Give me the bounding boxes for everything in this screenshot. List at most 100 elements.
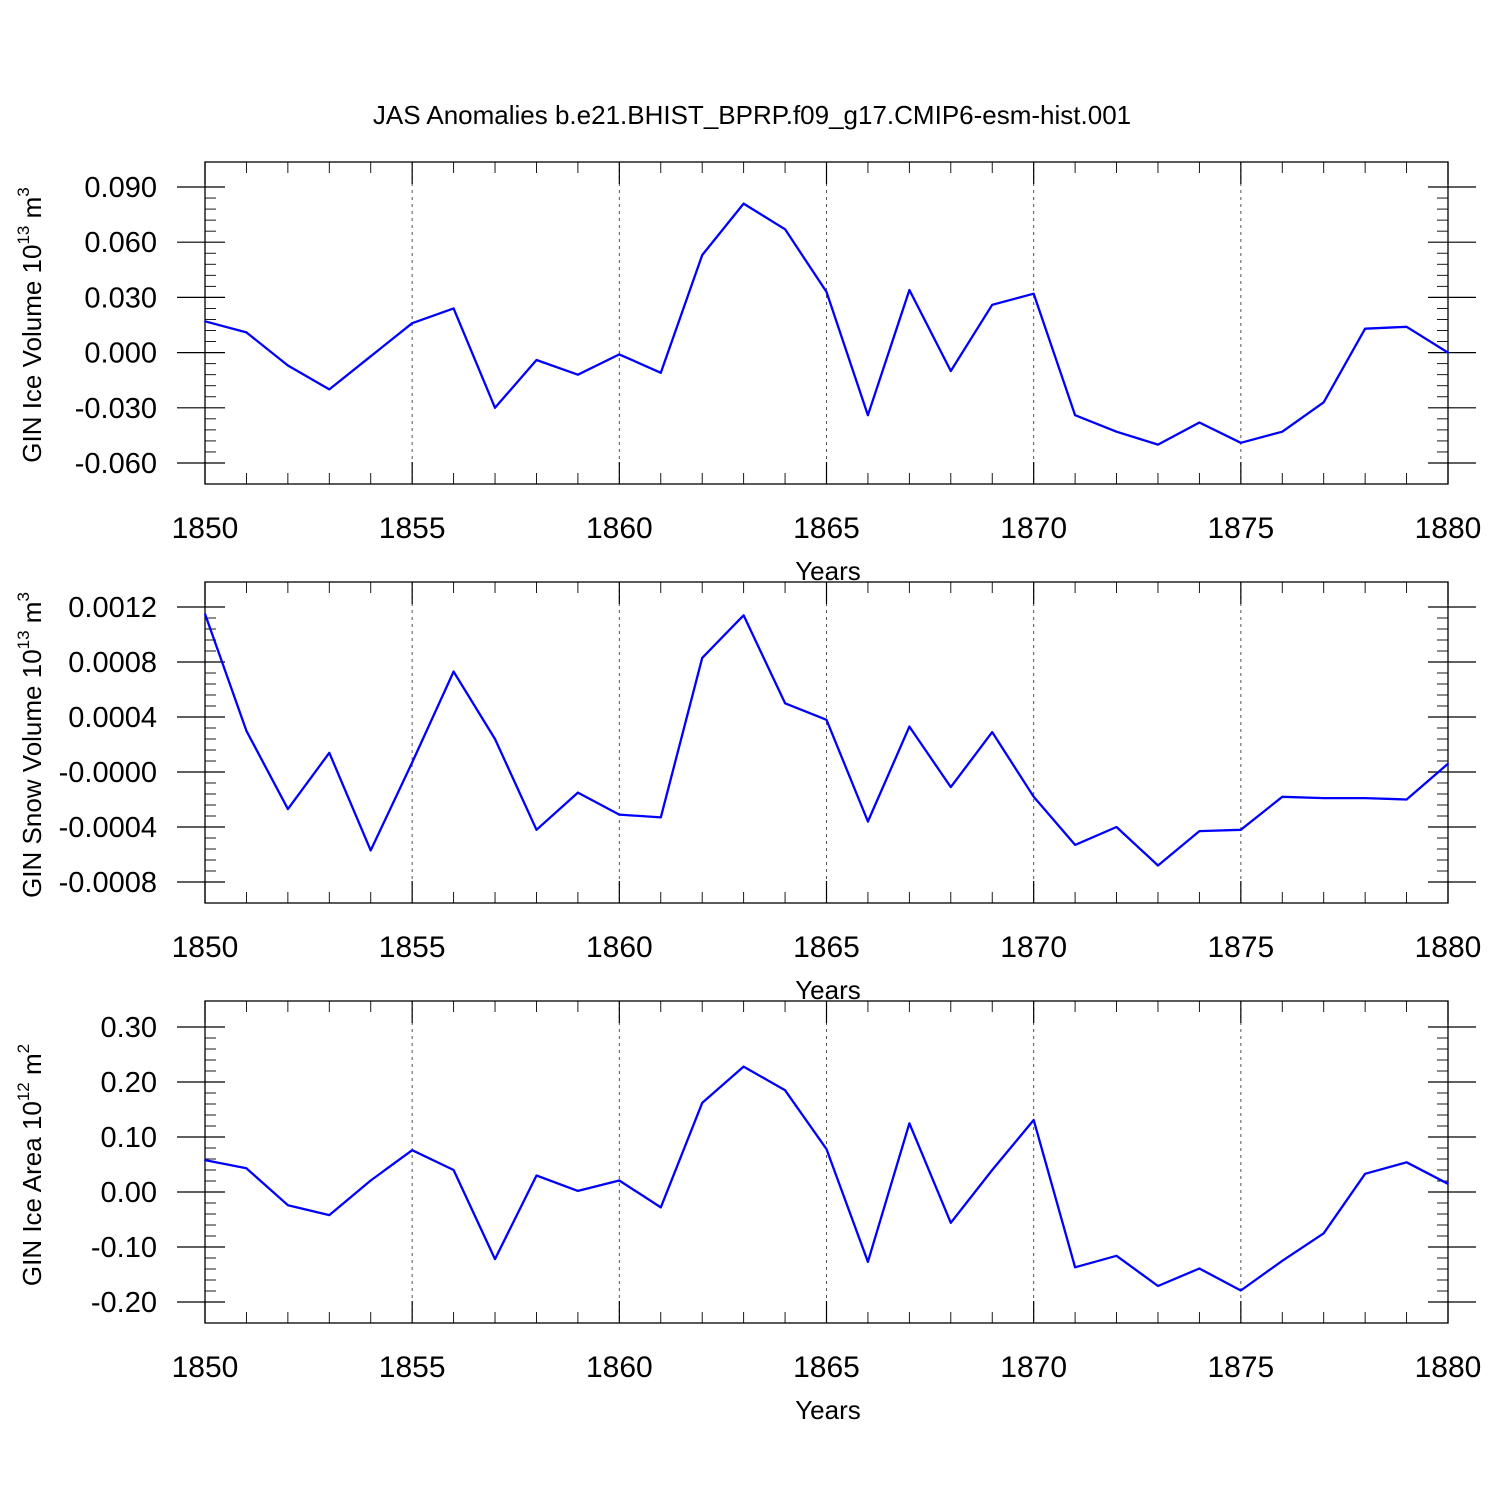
data-point: [328, 388, 331, 391]
y-tick-label: 0.030: [84, 282, 157, 314]
data-point: [1405, 798, 1408, 801]
data-point: [991, 1169, 994, 1171]
data-point: [1405, 326, 1408, 328]
data-point: [204, 1159, 206, 1161]
data-point: [825, 718, 828, 721]
y-tick-label: 0.30: [101, 1012, 157, 1044]
data-point: [1281, 795, 1284, 798]
data-point: [1240, 1289, 1242, 1292]
data-point: [287, 808, 289, 810]
data-point: [867, 820, 869, 823]
y-tick-label: -0.030: [75, 393, 157, 425]
data-point: [618, 353, 621, 356]
data-point: [245, 331, 248, 334]
data-point: [950, 786, 952, 788]
data-point: [245, 729, 248, 732]
data-point: [784, 228, 786, 231]
x-tick-label: 1875: [1207, 931, 1274, 964]
x-tick-label: 1860: [586, 512, 653, 545]
data-point: [535, 828, 538, 831]
x-tick-label: 1880: [1415, 512, 1482, 545]
data-point: [1198, 1267, 1201, 1270]
x-tick-label: 1865: [793, 512, 860, 545]
data-point: [991, 303, 994, 306]
x-tick-label: 1855: [379, 1351, 446, 1384]
data-point: [618, 1179, 621, 1182]
data-point: [950, 370, 952, 372]
x-axis-title: Years: [795, 975, 861, 1005]
data-point: [950, 1222, 952, 1224]
data-point: [1447, 762, 1449, 765]
x-tick-label: 1855: [379, 931, 446, 964]
x-tick-label: 1855: [379, 512, 446, 545]
data-point: [1115, 430, 1118, 433]
y-tick-label: 0.0004: [68, 702, 157, 734]
data-point: [1322, 1232, 1325, 1235]
data-point: [1447, 1182, 1449, 1185]
x-tick-label: 1860: [586, 1351, 653, 1384]
data-point: [577, 373, 579, 376]
x-tick-label: 1860: [586, 931, 653, 964]
x-tick-label: 1875: [1207, 512, 1274, 545]
data-point: [659, 372, 662, 374]
data-point: [1364, 327, 1366, 330]
y-tick-label: 0.090: [84, 172, 157, 204]
data-point: [1364, 1173, 1366, 1175]
y-tick-label: -0.0000: [59, 757, 157, 789]
data-point: [784, 702, 786, 705]
data-point: [1240, 828, 1242, 831]
x-tick-label: 1850: [172, 512, 239, 545]
y-tick-label: -0.0004: [59, 812, 157, 844]
data-point: [618, 813, 621, 816]
y-tick-label: 0.000: [84, 338, 157, 370]
data-point: [701, 1102, 703, 1104]
y-axis-title: GIN Snow Volume 1013 m3: [14, 592, 47, 898]
data-point: [494, 738, 496, 740]
data-point: [1032, 1119, 1035, 1121]
data-point: [452, 307, 455, 310]
data-point: [1032, 795, 1035, 798]
data-point: [1074, 844, 1076, 846]
data-point: [742, 614, 745, 617]
data-point: [328, 751, 331, 754]
x-tick-label: 1850: [172, 931, 239, 964]
y-tick-label: 0.060: [84, 227, 157, 259]
data-point: [369, 1179, 372, 1182]
data-point: [908, 289, 911, 291]
data-point: [1115, 1255, 1118, 1257]
y-axis-title: GIN Ice Volume 1013 m3: [14, 187, 47, 463]
data-point: [1157, 443, 1159, 446]
data-point: [1074, 1266, 1076, 1269]
data-point: [659, 1206, 662, 1209]
data-point: [1405, 1161, 1408, 1164]
data-point: [287, 364, 289, 367]
x-tick-label: 1865: [793, 931, 860, 964]
data-point: [1198, 421, 1201, 424]
data-point: [1074, 414, 1076, 416]
figure-title: JAS Anomalies b.e21.BHIST_BPRP.f09_g17.C…: [373, 100, 1131, 130]
y-tick-label: -0.0008: [59, 867, 157, 899]
x-axis-title: Years: [795, 1395, 861, 1425]
data-point: [1157, 864, 1159, 867]
y-tick-label: 0.0008: [68, 647, 157, 679]
data-point: [908, 1122, 911, 1125]
panels: 1850 1855 1860 1865 1870 1875 1880 0.090 0.060 0.…: [14, 161, 1482, 1425]
y-tick-label: 0.0012: [68, 592, 157, 624]
data-point: [1157, 1285, 1159, 1287]
data-point: [411, 1149, 413, 1151]
data-point: [245, 1167, 248, 1170]
data-point: [991, 731, 994, 733]
x-tick-label: 1880: [1415, 931, 1482, 964]
data-point: [1032, 292, 1035, 295]
y-tick-label: 0.20: [101, 1067, 157, 1099]
data-point: [328, 1214, 331, 1216]
data-point: [742, 202, 745, 205]
x-tick-label: 1870: [1000, 1351, 1067, 1384]
y-tick-label: 0.10: [101, 1122, 157, 1154]
data-point: [908, 725, 911, 728]
data-point: [825, 291, 828, 293]
panel-ice-volume: 1850 1855 1860 1865 1870 1875 1880 0.090 0.060 0.…: [14, 161, 1482, 586]
data-point: [535, 1174, 538, 1177]
data-point: [369, 355, 372, 358]
